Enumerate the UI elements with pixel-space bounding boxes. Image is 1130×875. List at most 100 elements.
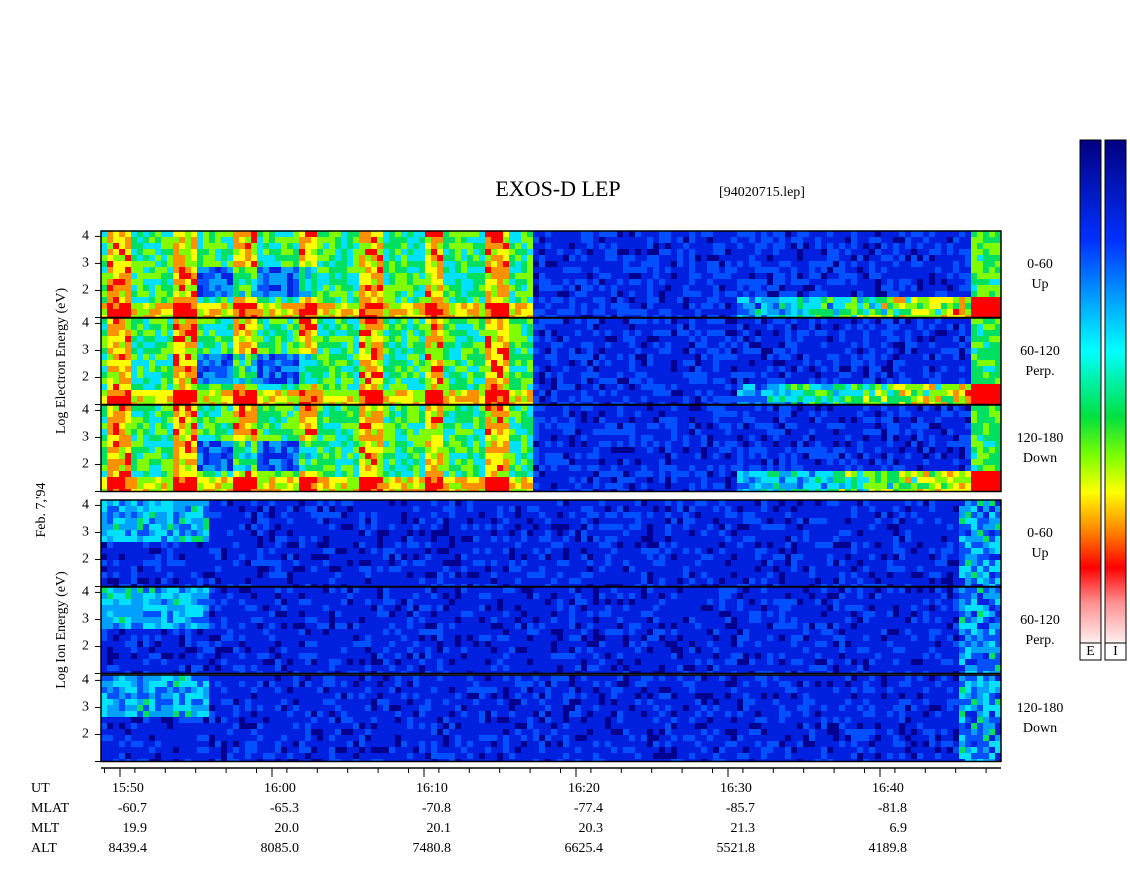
spectrogram-cell	[431, 249, 437, 255]
spectrogram-cell	[461, 360, 467, 366]
spectrogram-cell	[449, 267, 455, 273]
spectrogram-cell	[107, 297, 113, 303]
spectrogram-cell	[119, 231, 125, 237]
spectrogram-cell	[449, 378, 455, 384]
spectrogram-cell	[281, 243, 287, 249]
spectrogram-cell	[743, 318, 749, 324]
spectrogram-cell	[407, 390, 413, 396]
spectrogram-cell	[863, 330, 869, 336]
spectrogram-cell	[311, 342, 317, 348]
spectrogram-cell	[467, 384, 473, 390]
spectrogram-cell	[749, 354, 755, 360]
spectrogram-cell	[143, 273, 149, 279]
spectrogram-cell	[869, 330, 875, 336]
spectrogram-cell	[623, 273, 629, 279]
spectrogram-cell	[305, 315, 311, 318]
spectrogram-cell	[707, 237, 713, 243]
spectrogram-cell	[203, 315, 209, 318]
spectrogram-cell	[959, 372, 965, 378]
spectrogram-cell	[161, 342, 167, 348]
spectrogram-cell	[377, 231, 383, 237]
spectrogram-cell	[185, 303, 191, 309]
spectrogram-cell	[263, 390, 269, 396]
spectrogram-cell	[437, 237, 443, 243]
spectrogram-cell	[239, 243, 245, 249]
spectrogram-cell	[359, 402, 365, 405]
spectrogram-cell	[137, 378, 143, 384]
spectrogram-cell	[545, 267, 551, 273]
spectrogram-cell	[791, 372, 797, 378]
spectrogram-cell	[587, 354, 593, 360]
spectrogram-cell	[623, 303, 629, 309]
spectrogram-cell	[251, 336, 257, 342]
spectrogram-cell	[173, 348, 179, 354]
spectrogram-cell	[611, 273, 617, 279]
spectrogram-cell	[911, 360, 917, 366]
spectrogram-cell	[383, 309, 389, 315]
spectrogram-cell	[875, 348, 881, 354]
spectrogram-cell	[917, 384, 923, 390]
spectrogram-cell	[497, 348, 503, 354]
spectrogram-cell	[653, 396, 659, 402]
spectrogram-cell	[215, 342, 221, 348]
spectrogram-cell	[341, 243, 347, 249]
spectrogram-cell	[515, 309, 521, 315]
spectrogram-cell	[383, 318, 389, 324]
spectrogram-cell	[413, 291, 419, 297]
spectrogram-cell	[221, 348, 227, 354]
spectrogram-cell	[665, 231, 671, 237]
spectrogram-cell	[509, 249, 515, 255]
spectrogram-cell	[617, 267, 623, 273]
spectrogram-cell	[509, 267, 515, 273]
spectrogram-cell	[791, 303, 797, 309]
spectrogram-cell	[251, 243, 257, 249]
spectrogram-cell	[161, 366, 167, 372]
spectrogram-cell	[977, 291, 983, 297]
spectrogram-cell	[233, 273, 239, 279]
spectrogram-cell	[605, 360, 611, 366]
spectrogram-cell	[851, 303, 857, 309]
spectrogram-cell	[923, 318, 929, 324]
spectrogram-cell	[113, 324, 119, 330]
spectrogram-cell	[449, 360, 455, 366]
spectrogram-cell	[671, 297, 677, 303]
spectrogram-cell	[587, 402, 593, 405]
spectrogram-cell	[137, 330, 143, 336]
spectrogram-cell	[239, 441, 245, 447]
spectrogram-cell	[251, 366, 257, 372]
spectrogram-cell	[959, 315, 965, 318]
spectrogram-cell	[209, 402, 215, 405]
spectrogram-cell	[551, 378, 557, 384]
spectrogram-cell	[953, 279, 959, 285]
spectrogram-cell	[407, 249, 413, 255]
spectrogram-cell	[239, 477, 245, 483]
spectrogram-cell	[209, 405, 215, 411]
spectrogram-cell	[317, 279, 323, 285]
spectrogram-cell	[779, 309, 785, 315]
spectrogram-cell	[563, 360, 569, 366]
spectrogram-cell	[179, 435, 185, 441]
spectrogram-cell	[641, 396, 647, 402]
spectrogram-cell	[287, 243, 293, 249]
spectrogram-cell	[977, 267, 983, 273]
spectrogram-cell	[731, 396, 737, 402]
spectrogram-cell	[503, 237, 509, 243]
spectrogram-cell	[995, 366, 1001, 372]
spectrogram-cell	[515, 330, 521, 336]
spectrogram-cell	[827, 324, 833, 330]
spectrogram-cell	[353, 372, 359, 378]
spectrogram-cell	[185, 390, 191, 396]
spectrogram-cell	[485, 396, 491, 402]
spectrogram-cell	[887, 315, 893, 318]
spectrogram-cell	[863, 354, 869, 360]
spectrogram-cell	[401, 324, 407, 330]
spectrogram-cell	[377, 384, 383, 390]
spectrogram-cell	[779, 342, 785, 348]
spectrogram-cell	[365, 261, 371, 267]
spectrogram-cell	[725, 291, 731, 297]
spectrogram-cell	[299, 249, 305, 255]
spectrogram-cell	[377, 378, 383, 384]
spectrogram-cell	[239, 231, 245, 237]
spectrogram-cell	[293, 324, 299, 330]
spectrogram-cell	[731, 315, 737, 318]
